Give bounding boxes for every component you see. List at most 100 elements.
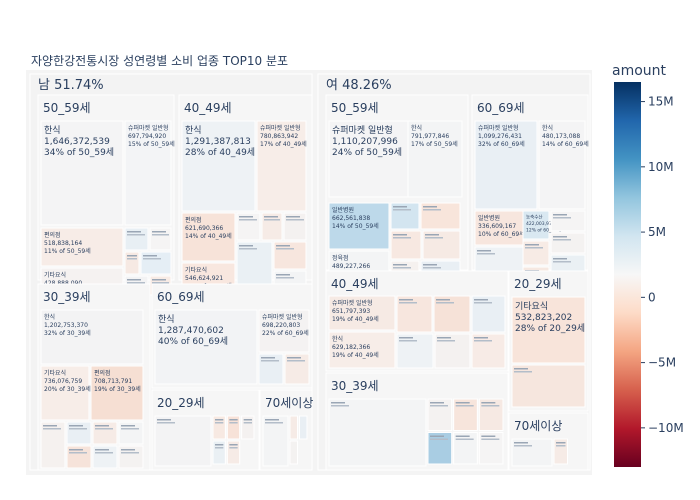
category-value: 629,182,366 (332, 344, 370, 351)
tile-label-stub (430, 405, 448, 407)
category-value: 1,202,753,370 (44, 322, 88, 329)
category-label: 한식 (44, 313, 55, 321)
tile-label-stub (399, 302, 417, 304)
category-rect (40, 309, 144, 365)
category-rect (154, 309, 258, 385)
tile-label-stub (436, 302, 454, 304)
category-label: 농축수산 (526, 214, 543, 221)
tile-label-stub (43, 425, 57, 427)
tile-label-stub (95, 452, 113, 454)
tile-label-stub (556, 442, 566, 444)
tile-label-stub (474, 340, 492, 342)
category-label: 한식 (185, 125, 202, 136)
category-tile (471, 295, 506, 333)
category-rect (118, 445, 144, 469)
category-rect (538, 120, 586, 210)
tile-label-stub (215, 447, 224, 449)
tile-label-stub (69, 428, 87, 430)
category-tile (396, 333, 434, 369)
category-label: 슈퍼마켓 일반형 (332, 299, 373, 307)
category-label: 한식 (158, 314, 175, 325)
category-tile (284, 353, 310, 385)
category-tile (226, 440, 241, 465)
category-share: 24% of 50_59세 (332, 147, 402, 158)
category-share: 17% of 50_59세 (411, 140, 458, 148)
category-rect (427, 432, 453, 465)
age-group-label: 60_69세 (477, 101, 525, 115)
category-share: 11% of 50_59세 (44, 247, 91, 255)
tile-label-stub (393, 234, 407, 236)
colorbar-tick-label: 15M (648, 95, 674, 109)
category-value: 1,099,276,431 (478, 133, 522, 140)
category-tile (434, 333, 471, 369)
category-tile (390, 230, 422, 260)
category-label: 일반병원 (478, 214, 500, 222)
category-rect (478, 432, 504, 465)
category-label: 기타요식 (515, 301, 548, 312)
tile-label-stub (399, 299, 413, 301)
category-rect (328, 398, 427, 467)
category-value: 708,713,791 (94, 378, 132, 385)
category-tile (289, 440, 298, 465)
tile-label-stub (474, 302, 492, 304)
category-label: 한식 (44, 125, 61, 136)
category-tile (262, 415, 289, 467)
category-tile (118, 445, 144, 469)
category-rect (434, 333, 471, 369)
category-rect (289, 440, 298, 465)
category-share: 17% of 40_49세 (260, 140, 307, 148)
category-tile (124, 251, 140, 275)
category-share: 19% of 30_39세 (94, 385, 141, 393)
tile-label-stub (455, 435, 470, 437)
tile-label-stub (121, 425, 135, 427)
category-rect (427, 398, 453, 431)
category-label: 한식 (332, 335, 343, 343)
tile-label-stub (69, 449, 83, 451)
tile-label-stub (474, 337, 488, 339)
category-tile (522, 240, 550, 266)
tile-label-stub (127, 234, 145, 236)
category-tile (550, 232, 586, 254)
category-label: 편의점 (44, 231, 61, 239)
category-share: 32% of 30_39세 (44, 329, 91, 337)
age-group-label: 30_39세 (331, 379, 379, 393)
category-rect (422, 230, 461, 260)
category-tile (471, 333, 506, 369)
category-rect (550, 210, 586, 232)
tile-label-stub (276, 248, 294, 250)
tile-label-stub (127, 282, 145, 284)
category-tile (66, 445, 92, 469)
category-tile (124, 227, 149, 251)
category-rect (154, 415, 212, 467)
age-group: 20_29세 (151, 389, 260, 471)
category-tile (553, 438, 568, 465)
category-rect (420, 202, 461, 230)
category-value: 546,624,921 (185, 275, 223, 282)
category-label: 일반병원 (332, 206, 354, 214)
category-rect (328, 331, 396, 369)
category-rect (118, 421, 144, 445)
chart-title: 자양한강전통시장 성연령별 소비 업종 TOP10 분포 (31, 54, 289, 68)
category-tile (212, 440, 226, 465)
tile-label-stub (556, 445, 566, 447)
tile-label-stub (553, 261, 571, 263)
category-share: 28% of 40_49세 (185, 147, 255, 158)
category-value: 697,794,920 (128, 133, 166, 140)
tile-label-stub (265, 419, 279, 421)
category-rect (328, 295, 396, 331)
category-rect (149, 227, 172, 251)
tile-label-stub (477, 250, 491, 252)
category-share: 19% of 40_49세 (332, 315, 379, 323)
age-group-label: 20_29세 (157, 396, 205, 410)
category-value: 480,173,088 (542, 133, 580, 140)
category-rect (396, 333, 434, 369)
category-tile (511, 438, 553, 467)
tile-label-stub (331, 402, 345, 404)
tile-label-stub (143, 258, 161, 260)
tile-label-stub (152, 234, 169, 236)
tile-label-stub (525, 247, 543, 249)
